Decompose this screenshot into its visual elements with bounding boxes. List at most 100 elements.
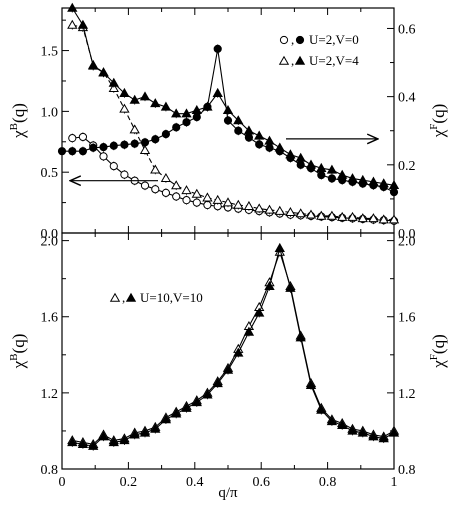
data-point: [202, 389, 213, 399]
legend-entry: U=2,V=4: [309, 53, 359, 68]
data-point: [357, 427, 368, 437]
data-point: [172, 123, 181, 132]
series-top-1: [68, 132, 399, 226]
x-tick-label: 0.6: [252, 475, 270, 490]
data-point: [150, 423, 161, 433]
data-point: [98, 431, 109, 441]
data-point: [160, 172, 172, 182]
x-tick-label: 0: [59, 475, 66, 490]
data-point: [99, 152, 108, 161]
data-point: [233, 115, 244, 125]
data-point: [222, 197, 234, 207]
y2-tick-label: 0.6: [398, 22, 416, 37]
data-point: [88, 60, 99, 70]
data-point: [378, 214, 389, 224]
data-point: [295, 152, 306, 162]
data-point: [109, 162, 118, 171]
data-point: [108, 82, 119, 92]
data-point: [305, 209, 317, 219]
data-point: [347, 173, 358, 183]
series-top-4: [67, 2, 400, 190]
data-point: [222, 364, 234, 374]
x-axis-label: q/π: [218, 485, 238, 501]
data-point: [337, 169, 348, 179]
data-point: [67, 2, 78, 12]
data-point: [191, 188, 202, 198]
data-point: [285, 207, 296, 217]
data-point: [161, 188, 171, 197]
data-point: [357, 213, 368, 223]
data-point: [295, 208, 306, 218]
x-tick-label: 0.8: [319, 475, 337, 490]
data-point: [129, 429, 140, 439]
data-point: [255, 140, 264, 149]
data-point: [67, 437, 78, 447]
data-point: [285, 149, 296, 159]
y-tick-label: 0.5: [41, 166, 59, 181]
data-point: [295, 332, 306, 342]
data-point: [129, 124, 140, 134]
legend-comma: ,: [122, 290, 125, 305]
y2-tick-label: 0.0: [398, 227, 416, 242]
data-point: [98, 67, 109, 77]
data-point: [119, 103, 130, 113]
data-point: [264, 135, 275, 145]
data-point: [337, 211, 348, 221]
data-point: [357, 174, 368, 184]
legend-filled-marker: [295, 35, 305, 45]
data-point: [161, 130, 171, 139]
data-point: [202, 101, 213, 111]
top-panel: 0.0 0.5 1.0 1.5 0.0 0.2 0.4 0.6 χB(q) χF(q), U=2,V…: [8, 2, 448, 242]
data-point: [316, 210, 327, 220]
bottom-plot-frame: [61, 232, 395, 470]
y2-axis-label: χF(q): [428, 334, 448, 369]
data-point: [243, 326, 255, 336]
y-axis-label: χB(q): [8, 334, 28, 370]
series-bottom-1: [67, 246, 400, 449]
data-point: [140, 138, 150, 147]
data-point: [109, 141, 118, 150]
data-point: [347, 211, 358, 221]
data-point: [151, 185, 160, 194]
y2-tick-label: 0.2: [398, 159, 416, 174]
data-point: [378, 433, 389, 443]
series-top-2: [67, 19, 400, 225]
data-point: [274, 242, 285, 252]
data-point: [234, 126, 243, 135]
data-point: [88, 440, 99, 450]
data-point: [212, 87, 223, 97]
data-point: [233, 347, 244, 357]
data-point: [181, 402, 192, 412]
y2-tick-label: 0.8: [398, 463, 416, 478]
data-point: [191, 397, 202, 407]
y-tick-label: 1.2: [41, 387, 59, 402]
data-point: [264, 280, 275, 291]
x-tick-label: 0.4: [186, 475, 204, 490]
y-tick-label: 1.6: [41, 311, 59, 326]
data-point: [347, 425, 358, 435]
data-point: [243, 200, 255, 210]
legend-open-marker: [109, 292, 121, 302]
data-point: [368, 431, 379, 441]
data-point: [274, 205, 285, 215]
data-point: [202, 192, 213, 202]
data-point: [203, 200, 212, 210]
y2-tick-label: 1.2: [398, 387, 416, 402]
data-point: [326, 164, 338, 174]
data-point: [171, 180, 182, 190]
data-point: [388, 179, 400, 189]
data-point: [67, 19, 78, 29]
legend-entry: U=10,V=10: [140, 290, 203, 305]
data-point: [108, 77, 119, 87]
data-point: [192, 198, 201, 207]
data-point: [57, 147, 67, 156]
data-point: [172, 192, 181, 201]
data-point: [316, 162, 327, 172]
data-point: [160, 414, 172, 424]
data-point: [368, 176, 379, 186]
data-point: [139, 144, 151, 155]
data-point: [78, 132, 88, 142]
y2-tick-label: 0.4: [398, 91, 416, 106]
data-point: [150, 164, 161, 174]
data-point: [388, 427, 400, 437]
